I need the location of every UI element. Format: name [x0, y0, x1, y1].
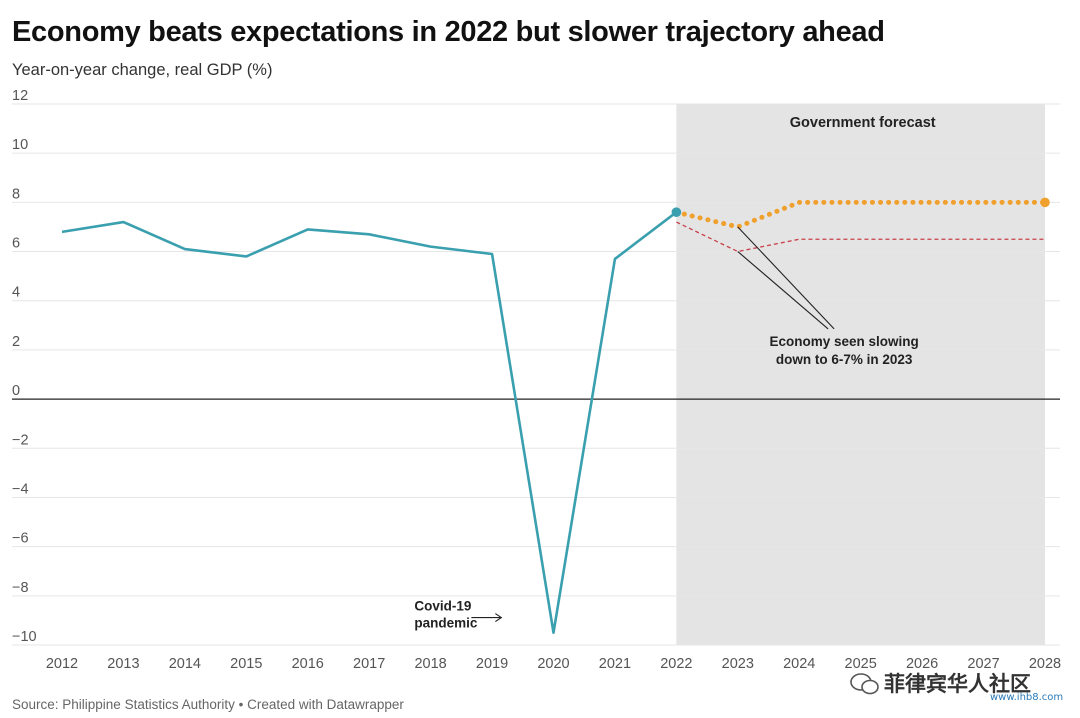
annotation-covid-text: pandemic	[414, 616, 478, 631]
forecast-region-label: Government forecast	[790, 115, 936, 131]
annotation-slowing-connector-high	[737, 226, 835, 330]
x-tick-label: 2028	[1029, 656, 1061, 672]
x-tick-label: 2027	[967, 656, 999, 672]
y-tick-label: 6	[12, 236, 20, 252]
y-tick-label: 4	[12, 285, 20, 301]
annotation-slowing-connector-low	[737, 251, 829, 330]
x-tick-label: 2022	[660, 656, 692, 672]
x-tick-label: 2021	[599, 656, 631, 672]
annotation-slowing-text: down to 6-7% in 2023	[776, 352, 913, 367]
y-tick-label: −2	[12, 432, 29, 448]
y-tick-label: 2	[12, 334, 20, 350]
chart-title: Economy beats expectations in 2022 but s…	[12, 16, 885, 48]
series-forecast-high-endpoint	[1040, 197, 1050, 208]
x-tick-label: 2023	[722, 656, 754, 672]
annotation-slowing-text: Economy seen slowing	[769, 334, 918, 349]
series-actual-line	[61, 211, 678, 635]
x-tick-label: 2024	[783, 656, 815, 672]
forecast-region	[676, 104, 1045, 645]
y-tick-label: 0	[12, 383, 20, 399]
x-tick-label: 2025	[845, 656, 877, 672]
y-tick-label: 12	[12, 88, 28, 104]
x-tick-label: 2016	[292, 656, 324, 672]
watermark-text: 菲律宾华人社区	[884, 672, 1031, 696]
y-tick-label: 10	[12, 137, 28, 153]
x-tick-label: 2017	[353, 656, 385, 672]
y-tick-label: −8	[12, 580, 29, 596]
x-tick-label: 2015	[230, 656, 262, 672]
series-forecast-low-line	[676, 221, 1045, 253]
x-tick-label: 2018	[414, 656, 446, 672]
x-tick-label: 2012	[46, 656, 78, 672]
chart-subtitle: Year-on-year change, real GDP (%)	[12, 61, 273, 79]
series-actual-endpoint	[671, 207, 682, 217]
watermark-url: www.ihb8.com	[990, 692, 1064, 703]
x-tick-label: 2014	[169, 656, 201, 672]
x-tick-label: 2020	[537, 656, 569, 672]
y-tick-label: 8	[12, 186, 20, 202]
annotation-covid-arrowhead	[495, 613, 503, 623]
source-note: Source: Philippine Statistics Authority …	[12, 697, 404, 712]
x-tick-label: 2019	[476, 656, 508, 672]
x-tick-label: 2013	[107, 656, 139, 672]
y-tick-label: −10	[12, 629, 37, 645]
y-tick-label: −6	[12, 531, 29, 547]
wechat-icon	[850, 673, 879, 695]
x-tick-label: 2026	[906, 656, 938, 672]
y-tick-label: −4	[12, 481, 29, 497]
annotation-covid-text: Covid-19	[414, 599, 471, 614]
